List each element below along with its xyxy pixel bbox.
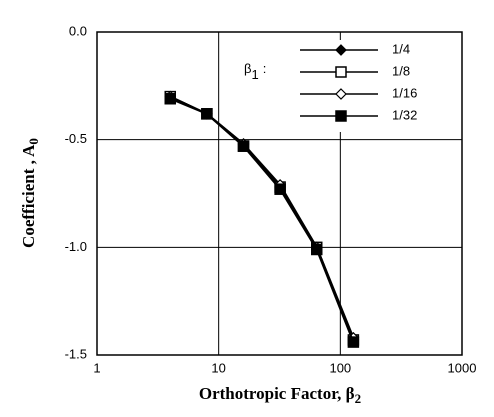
data-point [237, 140, 250, 152]
x-tick-label: 10 [211, 360, 225, 375]
legend-marker [335, 110, 347, 122]
legend-marker [335, 66, 347, 78]
legend-title-colon: : [263, 61, 267, 76]
legend-label: 1/16 [392, 85, 417, 100]
data-point [164, 93, 177, 105]
x-tick-label: 100 [329, 360, 351, 375]
y-tick-label: -0.5 [65, 131, 87, 146]
y-tick-label: -1.0 [65, 239, 87, 254]
x-tick-label: 1 [93, 360, 100, 375]
legend-label: 1/8 [392, 63, 410, 78]
series-line [169, 97, 355, 343]
x-label-sub: 2 [355, 391, 362, 406]
x-tick-label: 1000 [448, 360, 477, 375]
legend-marker [335, 44, 347, 56]
y-tick-label: 0.0 [69, 23, 87, 38]
legend-marker [335, 88, 347, 100]
legend-title-sub: 1 [251, 67, 258, 82]
y-label-main: Coefficient , A [19, 144, 38, 248]
y-axis-label: Coefficient , A0 [19, 138, 41, 248]
legend-title-main: β [244, 61, 251, 76]
data-point [274, 183, 286, 195]
legend-label: 1/32 [392, 107, 417, 122]
data-point [311, 243, 323, 256]
legend-title: β1: [244, 61, 266, 82]
series-line [169, 95, 355, 339]
grid [96, 31, 463, 356]
data-point [347, 336, 360, 348]
y-tick-label: -1.5 [65, 346, 87, 361]
x-axis-label: Orthotropic Factor, β2 [199, 384, 361, 406]
y-label-sub: 0 [26, 138, 41, 145]
series-line [169, 95, 355, 341]
series-line [169, 95, 355, 341]
data-point [201, 108, 213, 120]
x-label-main: Orthotropic Factor, β [199, 384, 355, 403]
legend-label: 1/4 [392, 41, 410, 56]
